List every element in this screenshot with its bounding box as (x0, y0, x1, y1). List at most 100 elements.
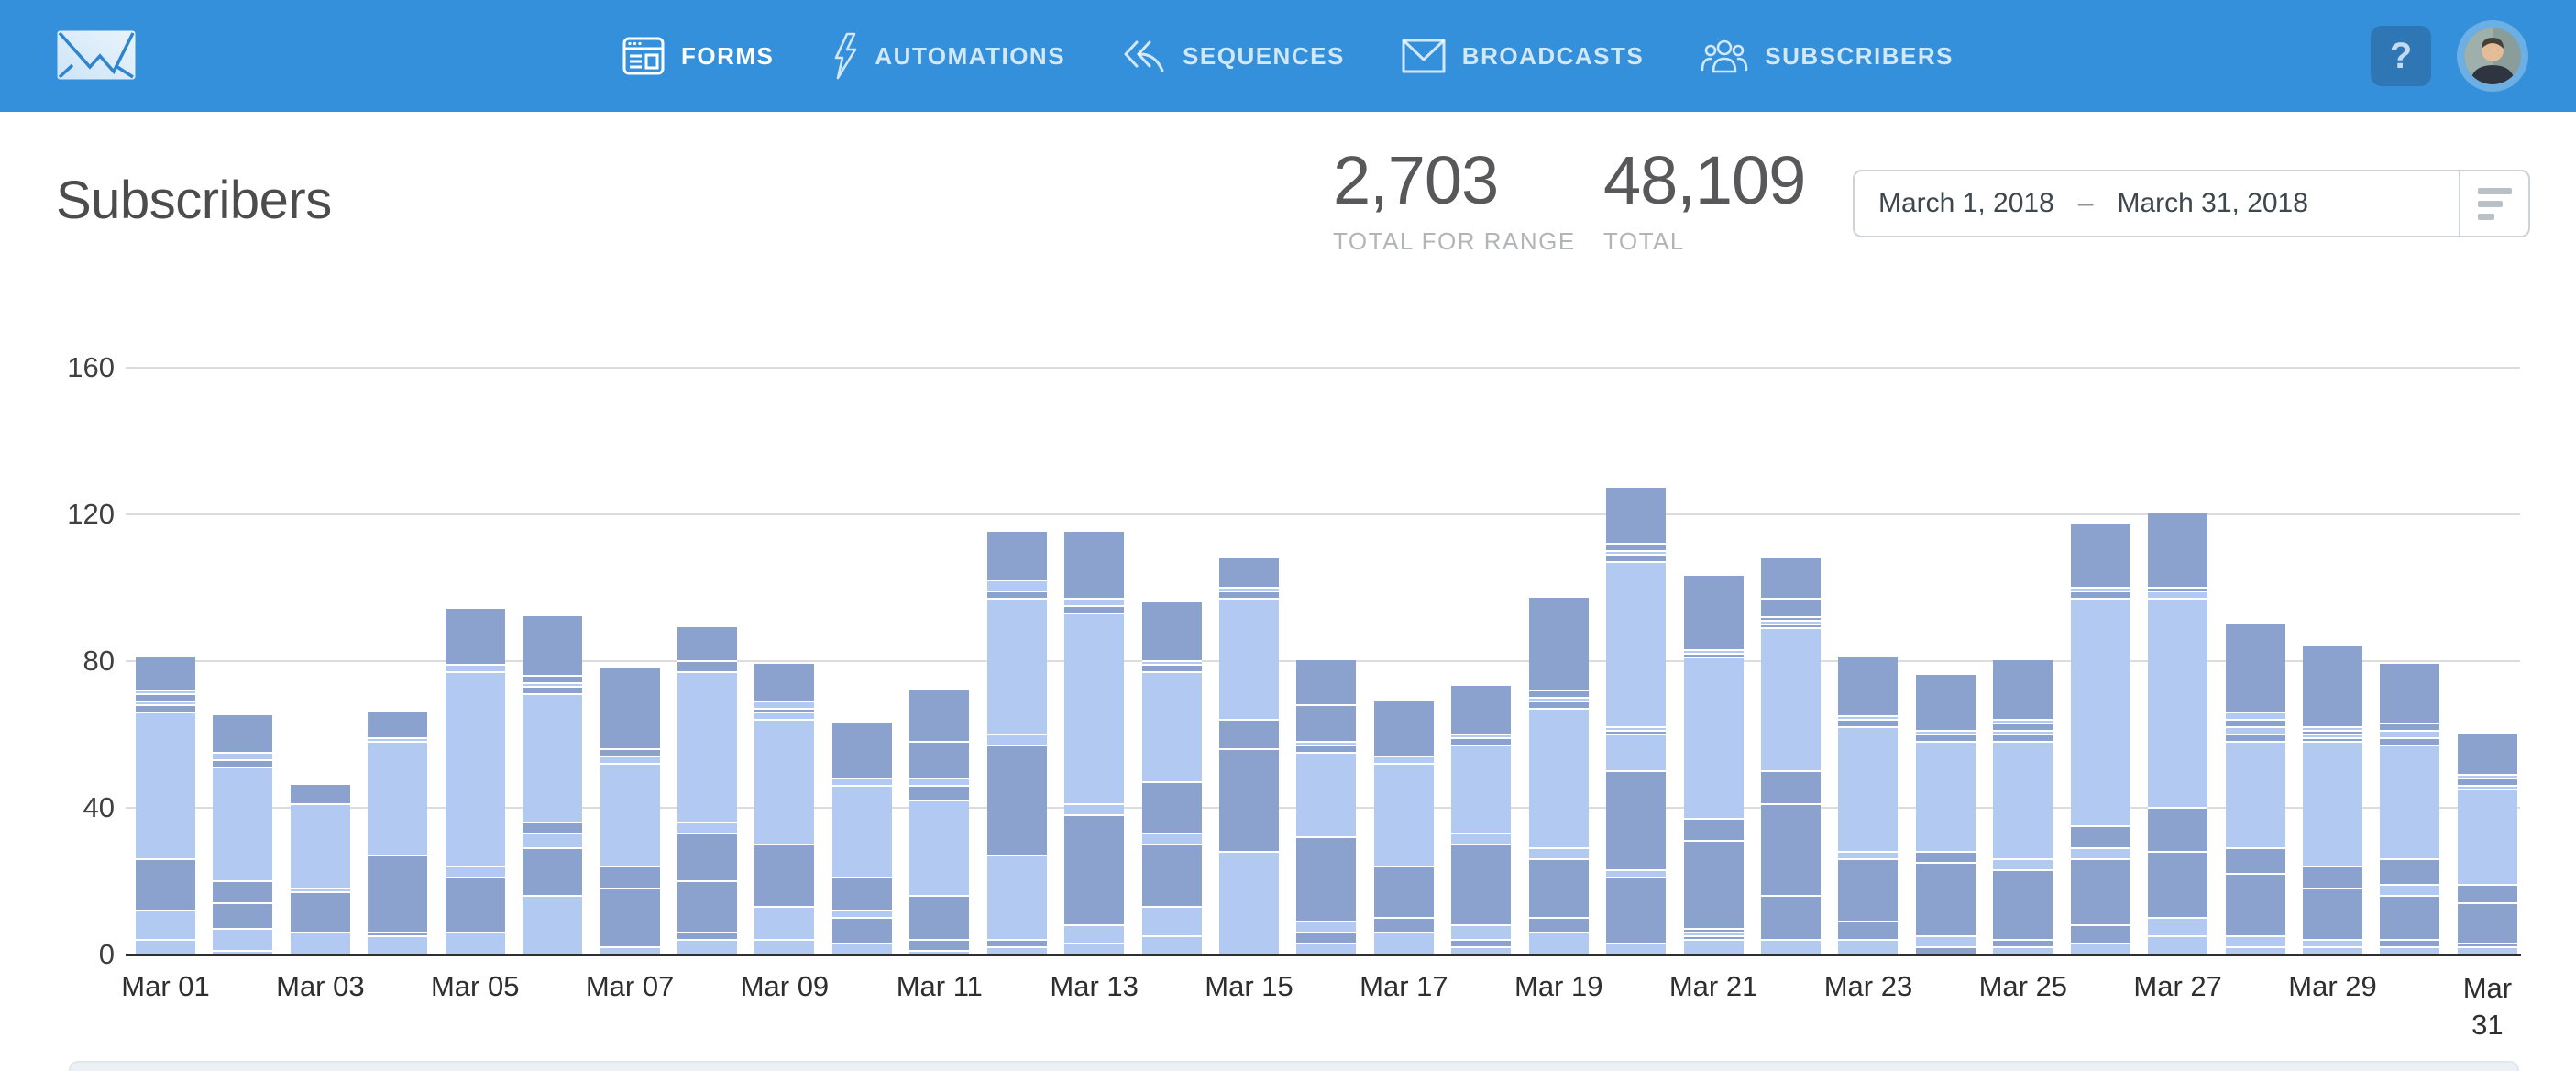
nav-item-label: SUBSCRIBERS (1765, 41, 1954, 70)
bar-mar-05[interactable] (445, 609, 505, 954)
nav-item-subscribers[interactable]: SUBSCRIBERS (1701, 37, 1954, 75)
bar-mar-04[interactable] (368, 712, 428, 954)
bar-mar-17[interactable] (1373, 701, 1434, 954)
bar-mar-16[interactable] (1296, 660, 1357, 954)
date-range-end[interactable]: March 31, 2018 (2117, 188, 2308, 218)
x-tick-label: Mar 11 (896, 970, 983, 1002)
bar-segment (831, 785, 892, 877)
bar-segment (831, 943, 892, 954)
bar-segment (2303, 946, 2363, 954)
bar-segment (2380, 895, 2440, 939)
nav-item-label: BROADCASTS (1461, 41, 1645, 70)
brand-logo[interactable] (57, 30, 136, 84)
bar-segment (1915, 935, 1976, 946)
bar-mar-26[interactable] (2070, 524, 2130, 954)
bar-segment (290, 803, 350, 888)
bar-segment (1993, 946, 2053, 954)
bar-segment (909, 950, 970, 954)
bar-segment (600, 888, 660, 946)
bar-mar-19[interactable] (1528, 598, 1589, 954)
bar-segment (1838, 939, 1899, 954)
x-tick-label: Mar 25 (1978, 970, 2068, 1002)
help-button[interactable]: ? (2371, 26, 2431, 86)
nav-item-forms[interactable]: FORMS (622, 37, 774, 75)
bar-mar-30[interactable] (2380, 664, 2440, 954)
bar-segment (1915, 946, 1976, 954)
nav-item-automations[interactable]: AUTOMATIONS (831, 32, 1065, 80)
bar-segment (677, 932, 737, 939)
bar-mar-29[interactable] (2303, 646, 2363, 954)
x-tick-label: Mar 21 (1668, 970, 1758, 1002)
bar-segment (136, 858, 195, 910)
bar-mar-02[interactable] (213, 715, 273, 954)
filter-button[interactable] (2459, 171, 2528, 236)
bar-mar-18[interactable] (1451, 686, 1512, 954)
bar-segment (368, 737, 428, 741)
bar-segment (2457, 774, 2517, 778)
bar-mar-24[interactable] (1915, 675, 1976, 954)
bar-mar-13[interactable] (1064, 532, 1125, 954)
bar-mar-06[interactable] (523, 616, 583, 954)
bar-segment (1141, 833, 1202, 844)
bar-segment (986, 580, 1047, 591)
bar-mar-03[interactable] (290, 785, 350, 954)
bar-segment (1296, 932, 1357, 943)
nav-item-broadcasts[interactable]: BROADCASTS (1402, 39, 1644, 73)
bar-segment (1219, 591, 1280, 598)
bar-mar-11[interactable] (909, 690, 970, 954)
bar-mar-28[interactable] (2225, 624, 2285, 954)
bar-segment (1993, 939, 2053, 946)
bar-mar-23[interactable] (1838, 657, 1899, 954)
bar-segment (1451, 833, 1512, 844)
bar-mar-01[interactable] (136, 657, 195, 954)
navbar-right: ? (2371, 0, 2521, 112)
bar-mar-20[interactable] (1606, 488, 1667, 954)
bar-segment (754, 664, 815, 701)
page-title: Subscribers (56, 171, 332, 230)
bar-segment (2303, 888, 2363, 939)
bar-segment (290, 891, 350, 932)
bar-segment (909, 939, 970, 950)
stat-label: TOTAL (1603, 227, 1685, 255)
bar-segment (213, 928, 273, 950)
bar-segment (1761, 616, 1822, 620)
bar-mar-31[interactable] (2457, 734, 2517, 954)
gridline-160 (126, 367, 2520, 369)
bar-segment (2303, 939, 2363, 946)
bar-segment (1373, 932, 1434, 954)
date-range-fields[interactable]: March 1, 2018 – March 31, 2018 (1855, 171, 2459, 236)
bar-mar-27[interactable] (2148, 513, 2208, 954)
bar-segment (1528, 917, 1589, 932)
x-tick-label: Mar 05 (430, 970, 520, 1002)
bar-segment (1606, 734, 1667, 770)
bar-segment (1683, 939, 1744, 954)
bar-segment (600, 756, 660, 763)
bar-segment (1606, 943, 1667, 954)
bar-mar-15[interactable] (1219, 558, 1280, 954)
bar-segment (213, 902, 273, 928)
bar-segment (1219, 558, 1280, 587)
bar-segment (2380, 939, 2440, 946)
bar-mar-07[interactable] (600, 668, 660, 954)
bar-segment (1915, 851, 1976, 862)
x-tick-label: Mar 09 (740, 970, 830, 1002)
date-range-start[interactable]: March 1, 2018 (1878, 188, 2054, 218)
bar-segment (986, 532, 1047, 580)
bar-segment (600, 748, 660, 756)
bar-segment (909, 741, 970, 778)
nav-item-sequences[interactable]: SEQUENCES (1122, 38, 1345, 74)
bar-mar-25[interactable] (1993, 660, 2053, 954)
bar-mar-10[interactable] (831, 723, 892, 954)
bar-segment (523, 675, 583, 682)
bar-mar-09[interactable] (754, 664, 815, 954)
bar-mar-08[interactable] (677, 627, 737, 954)
bar-mar-21[interactable] (1683, 576, 1744, 954)
bar-segment (1993, 734, 2053, 741)
bar-segment (1761, 620, 1822, 624)
bar-segment (1373, 763, 1434, 866)
date-range-picker[interactable]: March 1, 2018 – March 31, 2018 (1853, 170, 2530, 237)
bar-mar-12[interactable] (986, 532, 1047, 954)
bar-mar-22[interactable] (1761, 558, 1822, 954)
bar-segment (2380, 723, 2440, 730)
bar-mar-14[interactable] (1141, 602, 1202, 954)
